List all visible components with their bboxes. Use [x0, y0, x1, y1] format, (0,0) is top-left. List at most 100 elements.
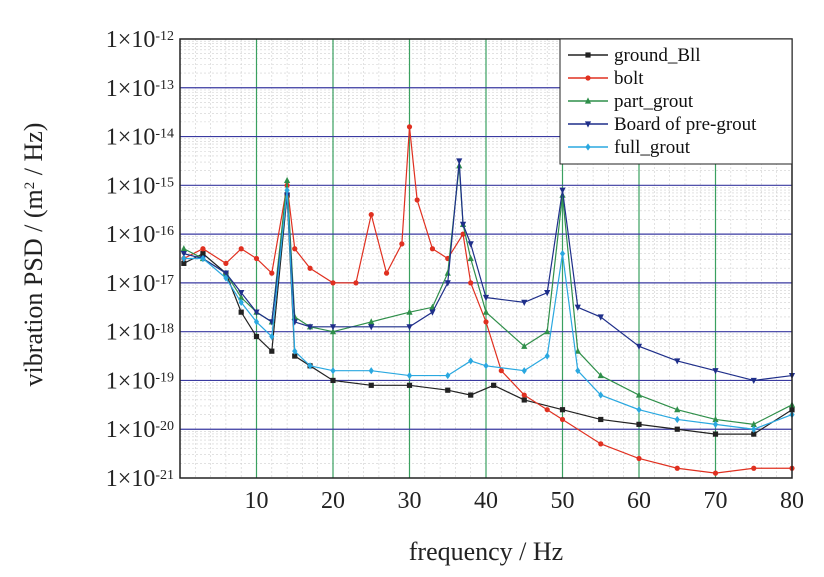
- data-point: [674, 426, 680, 432]
- data-point: [368, 212, 374, 218]
- data-point: [574, 347, 581, 354]
- data-point: [329, 328, 337, 335]
- data-point: [598, 416, 604, 423]
- data-point: [544, 328, 551, 335]
- data-point: [467, 241, 474, 248]
- legend-label: full_grout: [614, 137, 691, 158]
- data-point: [674, 358, 681, 365]
- data-point: [238, 290, 245, 297]
- x-tick-label: 30: [398, 488, 422, 514]
- data-point: [269, 270, 275, 276]
- x-tick-label: 20: [321, 488, 345, 514]
- data-point: [468, 392, 474, 398]
- data-point: [238, 293, 245, 301]
- data-point: [307, 362, 313, 370]
- data-point: [253, 333, 260, 340]
- y-axis-title: vibration PSD / (m2 / Hz): [19, 123, 48, 387]
- data-point: [222, 270, 229, 277]
- data-point: [459, 221, 467, 228]
- data-point: [521, 392, 527, 398]
- data-point: [429, 246, 436, 252]
- data-point: [468, 357, 474, 365]
- y-tick-label: 1×10-18: [106, 320, 174, 346]
- data-point: [429, 309, 436, 316]
- data-point: [751, 425, 757, 433]
- y-axis-title-prefix: vibration PSD / (m: [19, 189, 48, 386]
- data-point: [200, 246, 206, 252]
- data-point: [598, 391, 604, 399]
- data-point: [329, 324, 337, 331]
- data-point: [636, 455, 642, 462]
- data-point: [223, 274, 229, 282]
- data-point: [292, 347, 298, 355]
- x-tick-label: 60: [627, 488, 651, 514]
- data-point: [544, 407, 550, 413]
- data-point: [399, 241, 405, 247]
- data-point: [200, 254, 206, 263]
- data-point: [383, 270, 390, 276]
- data-point: [269, 332, 275, 341]
- data-point: [292, 353, 298, 359]
- series-layer: [180, 124, 796, 476]
- data-point: [544, 352, 550, 360]
- data-point: [181, 260, 187, 266]
- data-point: [406, 382, 413, 388]
- data-point: [521, 342, 528, 349]
- data-point: [292, 246, 298, 252]
- x-tick-label: 50: [551, 488, 575, 514]
- legend-swatch-marker: [585, 143, 591, 151]
- legend-swatch-marker: [585, 52, 591, 58]
- data-point: [253, 255, 260, 262]
- series-line: [183, 190, 793, 430]
- series-line: [183, 160, 793, 382]
- data-point: [180, 245, 187, 252]
- plot-frame: [179, 38, 793, 479]
- data-point: [482, 308, 490, 315]
- data-point: [445, 387, 451, 393]
- data-point: [712, 470, 719, 476]
- x-axis-title: frequency / Hz: [409, 537, 563, 566]
- data-point: [559, 416, 566, 423]
- y-tick-label: 1×10-14: [106, 125, 174, 151]
- y-tick-label: 1×10-19: [106, 368, 174, 394]
- y-tick-label: 1×10-12: [106, 27, 174, 53]
- data-point: [238, 309, 244, 315]
- y-tick-label: 1×10-16: [106, 222, 174, 248]
- data-point: [482, 294, 490, 302]
- data-point: [751, 431, 757, 437]
- data-point: [575, 367, 581, 375]
- data-point: [712, 415, 719, 423]
- data-point: [368, 324, 375, 331]
- data-point: [368, 367, 374, 375]
- data-point: [521, 397, 527, 403]
- data-point: [636, 421, 642, 427]
- data-point: [368, 382, 374, 388]
- y-tick-label: 1×10-20: [106, 417, 174, 443]
- data-point: [491, 382, 497, 388]
- data-point: [456, 158, 463, 165]
- x-tick-label: 10: [245, 488, 269, 514]
- legend-label: Board of pre-grout: [614, 114, 757, 135]
- legend-swatch-marker: [584, 121, 592, 128]
- data-point: [406, 371, 413, 380]
- data-point: [483, 319, 489, 325]
- data-point: [597, 371, 604, 379]
- y-tick-label: 1×10-15: [106, 173, 174, 199]
- data-point: [467, 254, 474, 262]
- data-point: [284, 176, 291, 184]
- x-tick-label: 80: [780, 488, 804, 514]
- data-point: [353, 280, 359, 286]
- y-axis-title-sup: 2: [22, 182, 38, 190]
- data-point: [635, 343, 643, 350]
- data-point: [284, 186, 290, 194]
- data-point: [598, 441, 604, 447]
- data-point: [712, 420, 719, 428]
- data-point: [269, 348, 275, 354]
- data-point: [674, 415, 680, 424]
- data-point: [406, 324, 413, 331]
- data-point: [253, 309, 260, 316]
- data-point: [406, 124, 413, 130]
- data-point: [574, 304, 581, 311]
